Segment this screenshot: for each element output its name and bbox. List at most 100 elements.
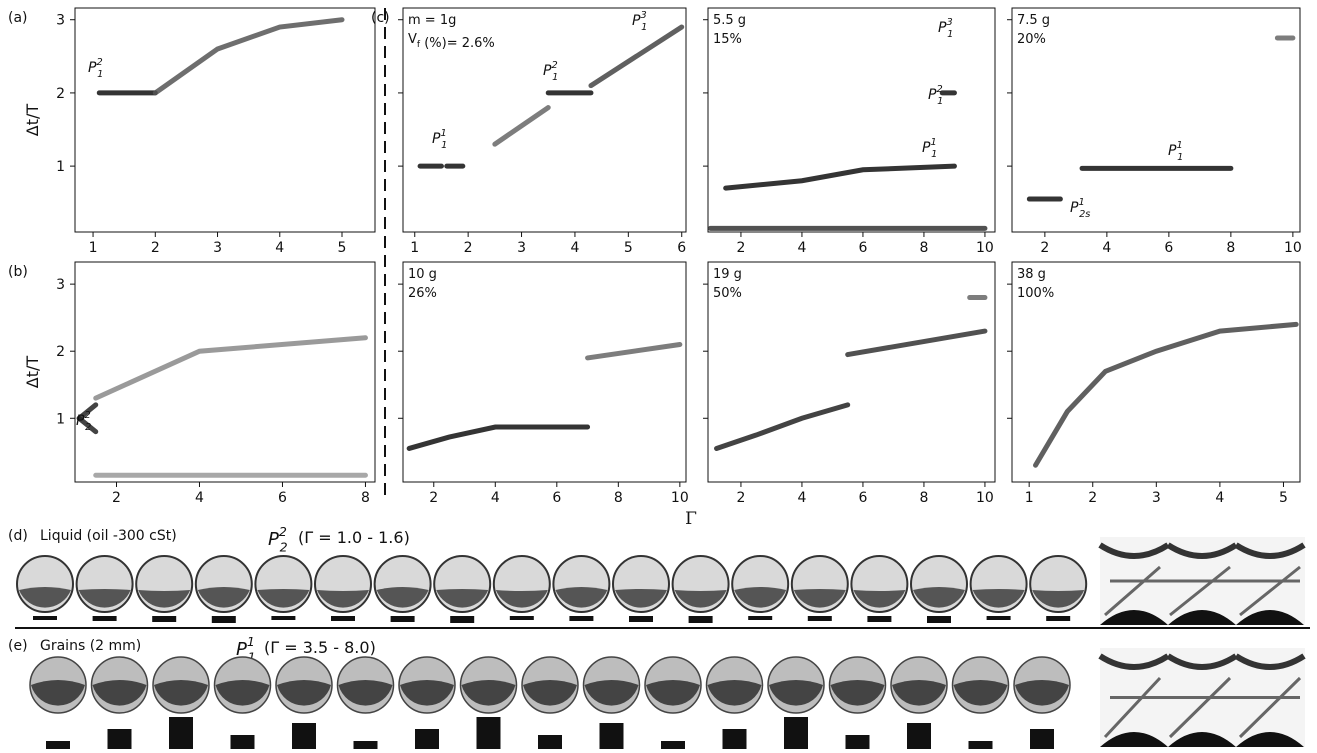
shaker-bar [927,616,951,623]
shaker-bar [986,616,1011,620]
formula-sup: 3 [946,17,952,28]
annotation: P2 1 [543,60,558,83]
x-tick-label: 1 [89,240,98,256]
x-tick-label: 6 [858,240,867,256]
shaker-bar [867,616,892,622]
x-tick-label: 1 [410,240,419,256]
annotation: P1 1 [1168,140,1183,163]
x-tick-label: 2 [112,490,121,506]
grains [92,680,147,706]
info-text: 19 g [713,267,742,282]
x-tick-label: 4 [195,490,204,506]
plot-frame [74,261,376,483]
x-tick-label: 10 [976,490,994,506]
grains [338,680,393,706]
liquid [853,590,906,608]
formula-base: P [632,13,641,29]
shaker-bar [331,616,355,621]
formula-base: P [938,20,947,36]
plot-frame [707,7,996,233]
formula-sup: 2 [96,57,102,68]
shaker-block [415,729,439,749]
shaker-block [353,741,378,749]
panel-label: (c) [371,10,390,26]
info-text: 38 g [1017,267,1046,282]
formula-base: P [432,131,441,147]
annotation: P2 1 [928,84,943,107]
x-tick-label: 3 [517,240,526,256]
shaker-bar [569,616,594,621]
shaker-block [230,735,255,749]
branch [76,402,99,421]
info-text: Vf (%)= 2.6% [408,32,495,51]
x-tick-label: 8 [919,490,928,506]
info-part: 19 g [713,267,742,282]
grains [31,680,85,706]
x-tick-label: 10 [671,490,689,506]
branch [1033,321,1299,468]
info-part: 26% [408,286,437,301]
x-tick-label: 8 [1226,240,1235,256]
shaker-block [46,741,70,749]
y-tick-label: 3 [56,13,65,29]
annotation: P1 1 [922,137,937,160]
info-part: 5.5 g [713,13,746,28]
x-tick-label: 10 [976,240,994,256]
x-tick-label: 4 [1215,490,1224,506]
grains [830,680,885,706]
x-tick-label: 1 [1025,490,1034,506]
x-tick-label: 6 [1164,240,1173,256]
y-tick-label: 1 [56,411,65,427]
x-tick-label: 2 [1040,240,1049,256]
info-text: 5.5 g [713,13,746,28]
shaker-bar [1046,616,1071,621]
shaker-bar [807,616,832,621]
trajectory-arches [1098,542,1306,559]
x-tick-label: 2 [736,490,745,506]
liquid [793,589,846,608]
formula-sub: 1 [937,96,943,107]
info-part: 10 g [408,267,437,282]
plot-frame [402,261,687,483]
strip-range: (Γ = 1.0 - 1.6) [298,528,410,547]
grains [953,680,1008,706]
grains [461,680,516,706]
x-tick-label: 2 [464,240,473,256]
shaker-block [476,717,501,749]
formula-base: P [928,87,937,103]
info-text: 15% [713,32,742,47]
info-part: 20% [1017,32,1046,47]
shaker-bar [450,616,475,623]
x-tick-label: 6 [278,490,287,506]
formula-sub: 2 [85,422,91,433]
y-axis-label: Δt/T [23,104,42,137]
shaker-block [599,723,624,749]
info-text: 7.5 g [1017,13,1050,28]
y-tick-label: 2 [56,344,65,360]
formula-base: P [543,63,552,79]
x-tick-label: 2 [1088,490,1097,506]
shaker-bar [629,616,653,622]
shaker-block [907,723,931,749]
grains [646,680,700,706]
x-tick-label: 4 [275,240,284,256]
branch [406,424,591,451]
trajectory-base [1100,732,1304,747]
shaker-bar [33,616,57,620]
formula-sup: 1 [247,634,255,649]
info-text: 26% [408,286,437,301]
liquid [257,589,310,608]
liquid [674,590,727,608]
formula-sup: 2 [551,60,557,71]
liquid [615,589,667,608]
formula-sub: 2 [280,539,288,554]
grains [1015,680,1069,706]
annotation: P3 1 [632,10,647,33]
plot-frame [1011,7,1301,233]
formula-sup: 1 [1078,197,1084,208]
formula-sub: 1 [1177,152,1183,163]
branch [585,342,683,361]
grains [769,680,823,706]
liquid [138,590,191,608]
